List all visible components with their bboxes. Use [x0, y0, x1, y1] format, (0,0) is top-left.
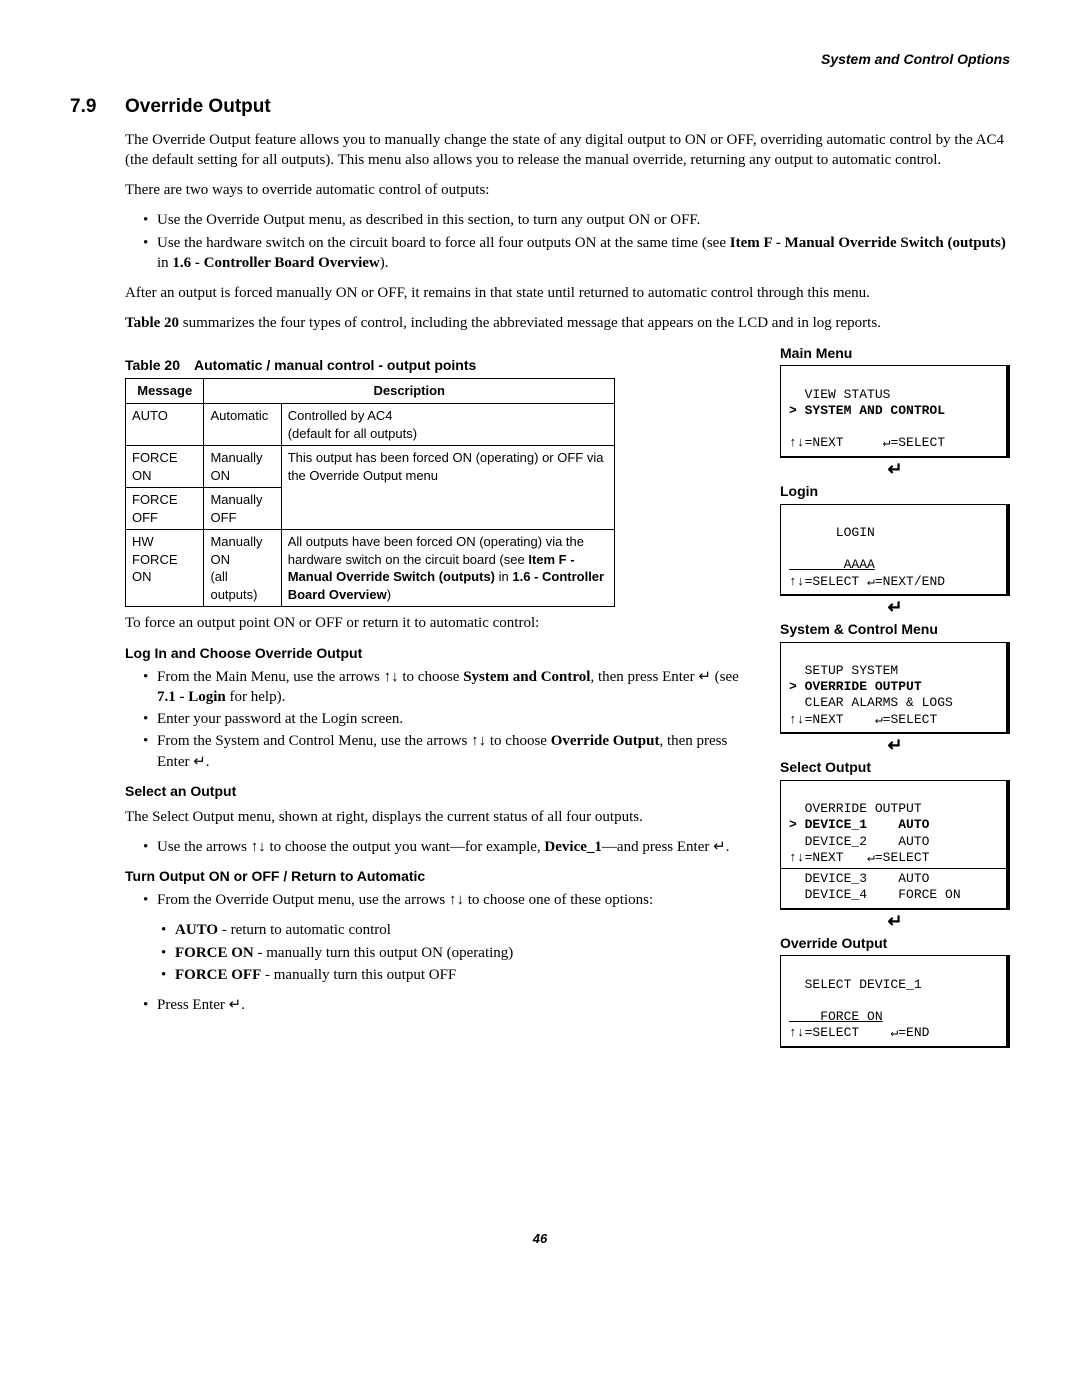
page-number: 46 [70, 1230, 1010, 1248]
lcd-override-output: SELECT DEVICE_1 FORCE ON ↑↓=SELECT ↵=END [780, 955, 1010, 1047]
control-table: Message Description AUTO Automatic Contr… [125, 378, 615, 607]
intro-bullet-1: Use the Override Output menu, as describ… [143, 210, 1010, 230]
turn-bullets-2: Press Enter ↵. [125, 995, 756, 1015]
lcd-login: LOGIN AAAA ↑↓=SELECT ↵=NEXT/END [780, 504, 1010, 596]
enter-arrow-icon: ↵ [780, 598, 1010, 616]
table-row: HW FORCE ON Manually ON (all outputs) Al… [126, 530, 615, 607]
turn-sub-1: AUTO - return to automatic control [161, 920, 756, 940]
turn-sub-3: FORCE OFF - manually turn this output OF… [161, 965, 756, 985]
select-bullets: Use the arrows ↑↓ to choose the output y… [125, 837, 756, 857]
section-title: Override Output [125, 96, 271, 117]
table-header-row: Message Description [126, 379, 615, 404]
lcd-override-label: Override Output [780, 934, 1010, 953]
turn-bullets: From the Override Output menu, use the a… [125, 890, 756, 910]
enter-arrow-icon: ↵ [780, 736, 1010, 754]
th-message: Message [126, 379, 204, 404]
section-number: 7.9 [70, 94, 125, 120]
turn-bullet-2: Press Enter ↵. [143, 995, 756, 1015]
turn-sub-2: FORCE ON - manually turn this output ON … [161, 943, 756, 963]
login-bullet-1: From the Main Menu, use the arrows ↑↓ to… [143, 667, 756, 708]
select-bullet-1: Use the arrows ↑↓ to choose the output y… [143, 837, 756, 857]
select-subheading: Select an Output [125, 782, 756, 801]
table-row: AUTO Automatic Controlled by AC4 (defaul… [126, 403, 615, 445]
turn-bullet-1: From the Override Output menu, use the a… [143, 890, 756, 910]
intro-p4: Table 20 summarizes the four types of co… [125, 313, 1010, 333]
table-row: FORCE ON Manually ON This output has bee… [126, 446, 615, 488]
lcd-login-label: Login [780, 482, 1010, 501]
turn-sub-bullets: AUTO - return to automatic control FORCE… [125, 920, 756, 985]
login-bullet-2: Enter your password at the Login screen. [143, 709, 756, 729]
intro-p2: There are two ways to override automatic… [125, 180, 1010, 200]
lcd-select-label: Select Output [780, 758, 1010, 777]
th-description: Description [204, 379, 615, 404]
lcd-sys-label: System & Control Menu [780, 620, 1010, 639]
lcd-main-label: Main Menu [780, 344, 1010, 363]
login-subheading: Log In and Choose Override Output [125, 644, 756, 663]
lcd-select-output: OVERRIDE OUTPUT > DEVICE_1 AUTO DEVICE_2… [780, 780, 1010, 910]
intro-p1: The Override Output feature allows you t… [125, 130, 1010, 171]
login-bullets: From the Main Menu, use the arrows ↑↓ to… [125, 667, 756, 772]
turn-subheading: Turn Output ON or OFF / Return to Automa… [125, 867, 756, 886]
lcd-main: VIEW STATUS > SYSTEM AND CONTROL ↑↓=NEXT… [780, 365, 1010, 457]
login-bullet-3: From the System and Control Menu, use th… [143, 731, 756, 772]
lcd-column: Main Menu VIEW STATUS > SYSTEM AND CONTR… [780, 344, 1010, 1050]
select-paragraph: The Select Output menu, shown at right, … [125, 807, 756, 827]
page-header: System and Control Options [70, 50, 1010, 69]
enter-arrow-icon: ↵ [780, 912, 1010, 930]
intro-bullet-list: Use the Override Output menu, as describ… [125, 210, 1010, 273]
p-force-intro: To force an output point ON or OFF or re… [125, 613, 756, 633]
section-heading: 7.9Override Output [70, 94, 1010, 120]
enter-arrow-icon: ↵ [780, 460, 1010, 478]
table-caption: Table 20 Automatic / manual control - ou… [125, 356, 756, 375]
intro-p3: After an output is forced manually ON or… [125, 283, 1010, 303]
lcd-system-control: SETUP SYSTEM > OVERRIDE OUTPUT CLEAR ALA… [780, 642, 1010, 734]
intro-bullet-2: Use the hardware switch on the circuit b… [143, 233, 1010, 274]
